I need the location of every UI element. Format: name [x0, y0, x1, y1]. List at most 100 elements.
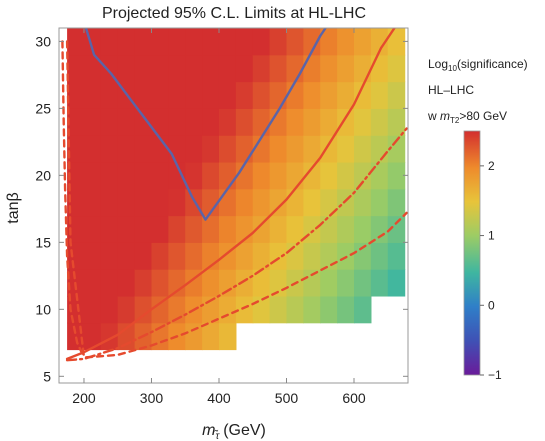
- heatmap-cell: [337, 215, 355, 243]
- heatmap-cell: [134, 135, 153, 163]
- heatmap-cell: [370, 242, 389, 270]
- heatmap-cell: [235, 108, 254, 136]
- heatmap-cell: [151, 28, 169, 56]
- heatmap-cell: [269, 188, 288, 217]
- heatmap-cell: [252, 161, 271, 190]
- heatmap-cell: [134, 54, 153, 83]
- heatmap-cell: [303, 215, 321, 243]
- heatmap-cell: [370, 215, 389, 243]
- heatmap-cell: [337, 81, 355, 109]
- heatmap-cell: [252, 242, 271, 270]
- heatmap-cell: [185, 108, 203, 136]
- heatmap-cell: [100, 322, 119, 351]
- heatmap-cell: [320, 269, 338, 297]
- heatmap-cell: [354, 269, 372, 297]
- heatmap-cell: [337, 295, 355, 324]
- heatmap-cell: [117, 295, 136, 324]
- heatmap-cell: [202, 81, 220, 109]
- heatmap-cell: [67, 322, 85, 351]
- heatmap-cell: [252, 135, 271, 163]
- heatmap-cell: [134, 108, 153, 136]
- heatmap-cell: [185, 161, 203, 190]
- heatmap-cell: [218, 28, 237, 56]
- heatmap-cell: [100, 161, 119, 190]
- heatmap-cell: [151, 295, 169, 324]
- contour-solid-1: [65, 28, 396, 361]
- heatmap-cell: [202, 28, 220, 56]
- contour-dashed-3: [65, 40, 408, 359]
- heatmap-cell: [67, 108, 85, 136]
- heatmap-cell: [269, 28, 288, 56]
- y-tick-label: 15: [35, 234, 51, 250]
- heatmap-cell: [83, 269, 102, 297]
- heatmap-cell: [218, 54, 237, 83]
- heatmap-cell: [269, 81, 288, 109]
- heatmap-cell: [83, 54, 102, 83]
- colorbar-tick-label: 2: [488, 159, 495, 173]
- heatmap-cell: [370, 161, 389, 190]
- heatmap-cell: [354, 161, 372, 190]
- heatmap-cell: [235, 81, 254, 109]
- heatmap-cell: [202, 215, 220, 243]
- heatmap-cell: [235, 54, 254, 83]
- contour-dashdot-2: [65, 127, 408, 362]
- heatmap-cell: [100, 28, 119, 56]
- heatmap-cell: [337, 161, 355, 190]
- heatmap-cell: [67, 215, 85, 243]
- heatmap-cell: [354, 295, 372, 324]
- heatmap-cell: [252, 269, 271, 297]
- heatmap-cell: [320, 242, 338, 270]
- heatmap-cell: [151, 135, 169, 163]
- heatmap-cell: [151, 215, 169, 243]
- heatmap-cell: [252, 81, 271, 109]
- heatmap-cell: [286, 108, 304, 136]
- heatmap-cell: [387, 242, 406, 270]
- heatmap-cell: [235, 28, 254, 56]
- heatmap-cell: [303, 81, 321, 109]
- heatmap-cell: [117, 108, 136, 136]
- heatmap-cell: [100, 242, 119, 270]
- heatmap-cell: [100, 135, 119, 163]
- heatmap-cell: [337, 108, 355, 136]
- heatmap-cell: [370, 81, 389, 109]
- heatmap-cell: [269, 54, 288, 83]
- heatmap-cell: [387, 269, 406, 297]
- heatmap-cell: [370, 269, 389, 297]
- heatmap-cell: [235, 295, 254, 324]
- heatmap-cell: [83, 215, 102, 243]
- heatmap-cell: [320, 215, 338, 243]
- heatmap-cell: [387, 215, 406, 243]
- heatmap-cell: [218, 215, 237, 243]
- heatmap-cell: [67, 81, 85, 109]
- heatmap-cell: [117, 54, 136, 83]
- heatmap-cell: [83, 108, 102, 136]
- heatmap-cell: [202, 322, 220, 351]
- heatmap-cell: [67, 242, 85, 270]
- heatmap-cell: [354, 108, 372, 136]
- heatmap-cell: [286, 188, 304, 217]
- heatmap-cell: [387, 188, 406, 217]
- heatmap-cells: [67, 28, 406, 351]
- colorbar-tick-label: 1: [488, 229, 495, 243]
- heatmap-cell: [202, 269, 220, 297]
- heatmap-cell: [320, 54, 338, 83]
- heatmap-cell: [83, 188, 102, 217]
- heatmap-cell: [269, 135, 288, 163]
- heatmap-cell: [134, 242, 153, 270]
- heatmap-cell: [303, 161, 321, 190]
- heatmap-cell: [218, 242, 237, 270]
- heatmap-cell: [269, 215, 288, 243]
- heatmap-cell: [151, 188, 169, 217]
- heatmap-cell: [117, 28, 136, 56]
- heatmap-cell: [117, 215, 136, 243]
- heatmap-cell: [218, 161, 237, 190]
- colorbar-tick-label: −1: [488, 368, 502, 382]
- heatmap-cell: [387, 108, 406, 136]
- heatmap-cell: [83, 295, 102, 324]
- heatmap-cell: [337, 54, 355, 83]
- heatmap-cell: [185, 215, 203, 243]
- heatmap-cell: [202, 108, 220, 136]
- heatmap-cell: [202, 188, 220, 217]
- heatmap-cell: [303, 108, 321, 136]
